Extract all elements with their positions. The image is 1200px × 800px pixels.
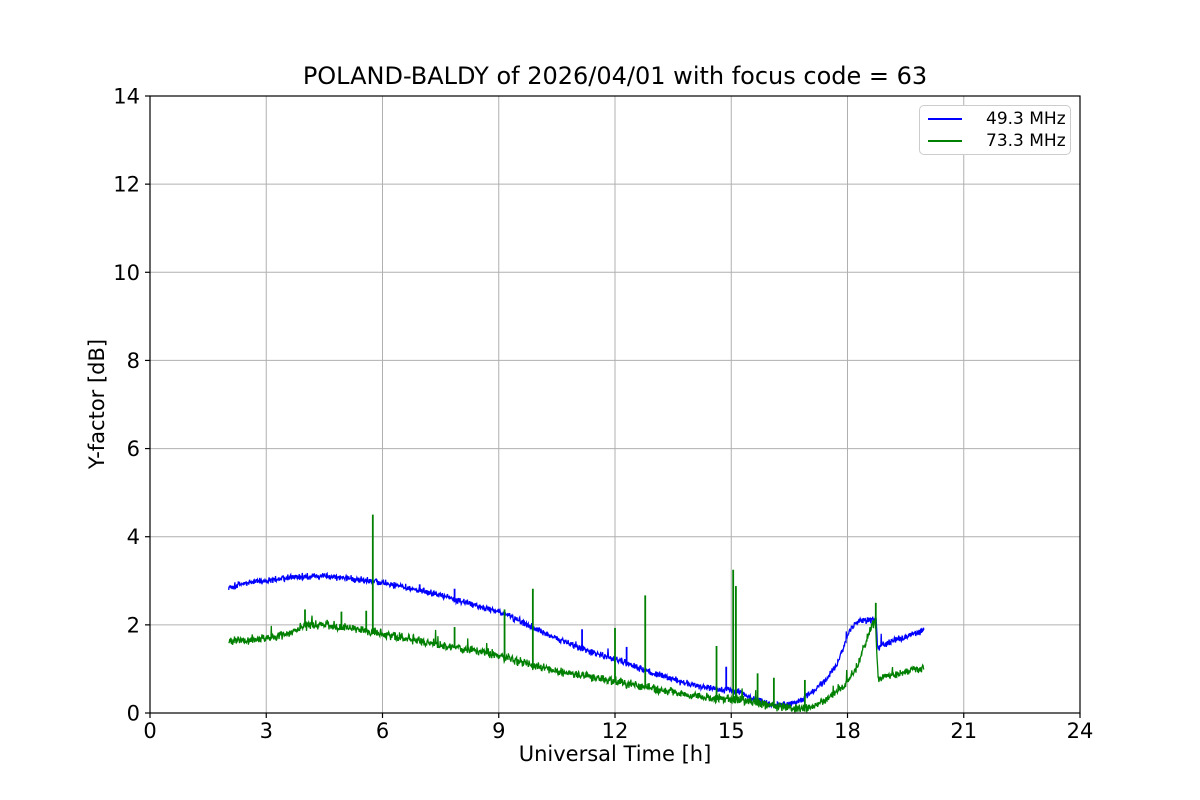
chart-title: POLAND-BALDY of 2026/04/01 with focus co… <box>302 62 928 90</box>
y-tick-label: 4 <box>127 525 140 549</box>
x-tick-label: 3 <box>260 719 273 743</box>
x-axis-label: Universal Time [h] <box>518 742 712 766</box>
legend-item-49-3-mhz: 49.3 MHz <box>920 109 1070 129</box>
x-tick-label: 18 <box>834 719 861 743</box>
x-tick-label: 15 <box>718 719 745 743</box>
y-tick-label: 6 <box>127 437 140 461</box>
series-line-49-3-MHz <box>228 571 925 709</box>
x-tick-label: 0 <box>143 719 156 743</box>
legend-line-sample-blue <box>928 117 962 120</box>
y-tick-label: 8 <box>127 349 140 373</box>
y-axis-label: Y-factor [dB] <box>85 338 109 470</box>
x-tick-label: 9 <box>492 719 505 743</box>
x-tick-label: 21 <box>950 719 977 743</box>
legend-label: 73.3 MHz <box>986 131 1066 152</box>
y-tick-label: 14 <box>113 85 140 109</box>
x-tick-label: 24 <box>1067 719 1094 743</box>
legend-line-sample-green <box>928 140 962 143</box>
legend: 49.3 MHz 73.3 MHz <box>919 105 1071 155</box>
y-tick-label: 10 <box>113 261 140 285</box>
y-tick-label: 2 <box>127 613 140 637</box>
x-tick-label: 12 <box>602 719 629 743</box>
y-tick-label: 0 <box>127 702 140 726</box>
series-line-73-3-MHz <box>228 615 925 713</box>
legend-label: 49.3 MHz <box>986 108 1066 129</box>
x-tick-label: 6 <box>376 719 389 743</box>
legend-item-73-3-mhz: 73.3 MHz <box>920 131 1070 151</box>
y-tick-label: 12 <box>113 173 140 197</box>
